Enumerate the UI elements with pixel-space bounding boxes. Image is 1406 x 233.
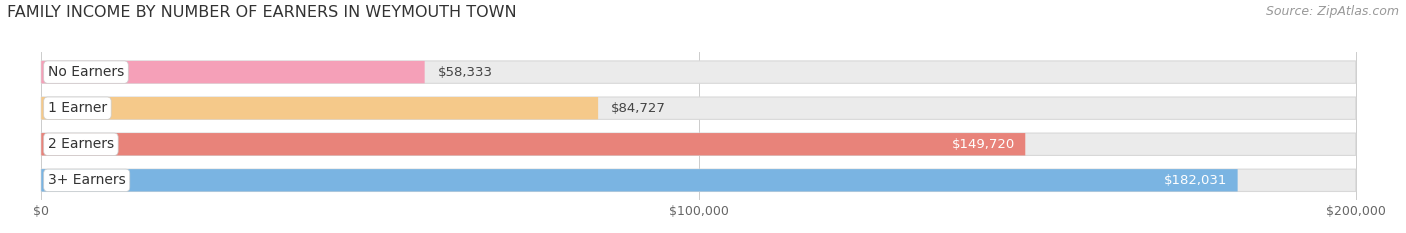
FancyBboxPatch shape xyxy=(41,133,1025,155)
Text: No Earners: No Earners xyxy=(48,65,124,79)
FancyBboxPatch shape xyxy=(41,97,1355,119)
Text: 3+ Earners: 3+ Earners xyxy=(48,173,125,187)
Text: FAMILY INCOME BY NUMBER OF EARNERS IN WEYMOUTH TOWN: FAMILY INCOME BY NUMBER OF EARNERS IN WE… xyxy=(7,5,516,20)
Text: $182,031: $182,031 xyxy=(1164,174,1227,187)
FancyBboxPatch shape xyxy=(41,169,1355,192)
FancyBboxPatch shape xyxy=(41,97,598,119)
Text: Source: ZipAtlas.com: Source: ZipAtlas.com xyxy=(1265,5,1399,18)
Text: 2 Earners: 2 Earners xyxy=(48,137,114,151)
FancyBboxPatch shape xyxy=(41,61,1355,83)
Text: 1 Earner: 1 Earner xyxy=(48,101,107,115)
FancyBboxPatch shape xyxy=(41,133,1355,155)
Text: $84,727: $84,727 xyxy=(612,102,666,115)
Text: $58,333: $58,333 xyxy=(437,66,494,79)
FancyBboxPatch shape xyxy=(41,169,1237,192)
FancyBboxPatch shape xyxy=(41,61,425,83)
Text: $149,720: $149,720 xyxy=(952,138,1015,151)
